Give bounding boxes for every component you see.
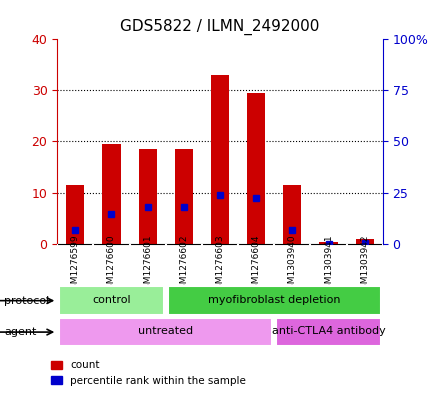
Bar [319,242,337,244]
Bar [276,318,381,346]
Text: control: control [92,295,131,305]
Text: GSM1276600: GSM1276600 [107,234,116,295]
Text: GSM1276603: GSM1276603 [216,234,224,295]
Text: GSM1276601: GSM1276601 [143,234,152,295]
Bar [66,185,84,244]
Bar [211,75,229,244]
Text: GSM1303941: GSM1303941 [324,234,333,295]
Bar [168,286,381,315]
Bar [59,286,164,315]
Bar [59,318,272,346]
Text: anti-CTLA4 antibody: anti-CTLA4 antibody [271,327,385,336]
Text: GSM1276599: GSM1276599 [71,234,80,295]
Text: untreated: untreated [138,327,193,336]
Text: agent: agent [4,327,37,337]
Bar [356,239,374,244]
Text: GSM1276602: GSM1276602 [180,234,188,294]
Bar [175,149,193,244]
Bar [283,185,301,244]
Text: GSM1276604: GSM1276604 [252,234,260,294]
Title: GDS5822 / ILMN_2492000: GDS5822 / ILMN_2492000 [120,19,320,35]
Bar [103,144,121,244]
Text: GSM1303942: GSM1303942 [360,234,369,294]
Text: GSM1303940: GSM1303940 [288,234,297,295]
Text: protocol: protocol [4,296,50,306]
Text: myofibroblast depletion: myofibroblast depletion [208,295,341,305]
Legend: count, percentile rank within the sample: count, percentile rank within the sample [49,358,248,388]
Bar [247,93,265,244]
Bar [139,149,157,244]
